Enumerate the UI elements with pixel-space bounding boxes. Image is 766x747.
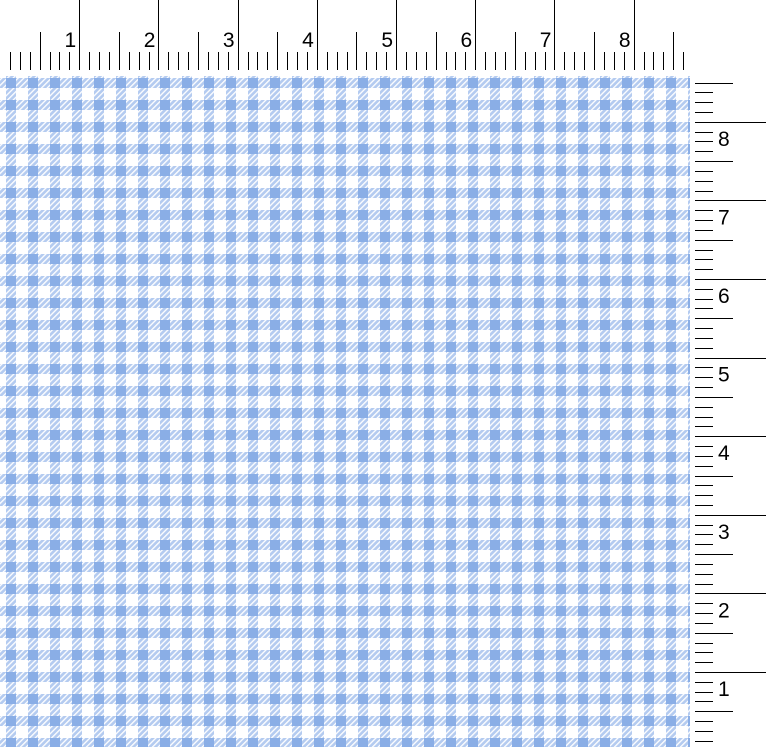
ruler-label: 4	[718, 442, 730, 465]
ruler-label: 8	[619, 29, 631, 52]
ruler-label: 3	[223, 29, 235, 52]
ruler-label: 4	[302, 29, 314, 52]
ruler-label: 6	[718, 285, 730, 308]
right-ruler: 1 2 3 4 5 6 7 8	[695, 83, 766, 742]
ruler-label: 1	[65, 29, 77, 52]
ruler-label: 8	[718, 128, 730, 151]
ruler-label: 6	[461, 29, 473, 52]
pattern-fill	[0, 76, 690, 747]
ruler-label: 2	[718, 599, 730, 622]
ruler-label: 5	[718, 364, 730, 387]
top-ruler: 1 2 3 4 5 6 7 8	[10, 0, 684, 70]
ruler-label: 3	[718, 521, 730, 544]
ruler-label: 7	[718, 206, 730, 229]
gingham-fabric-swatch	[0, 76, 690, 747]
ruler-label: 2	[144, 29, 156, 52]
ruler-label: 7	[540, 29, 552, 52]
ruler-label: 1	[718, 678, 730, 701]
ruler-label: 5	[381, 29, 393, 52]
